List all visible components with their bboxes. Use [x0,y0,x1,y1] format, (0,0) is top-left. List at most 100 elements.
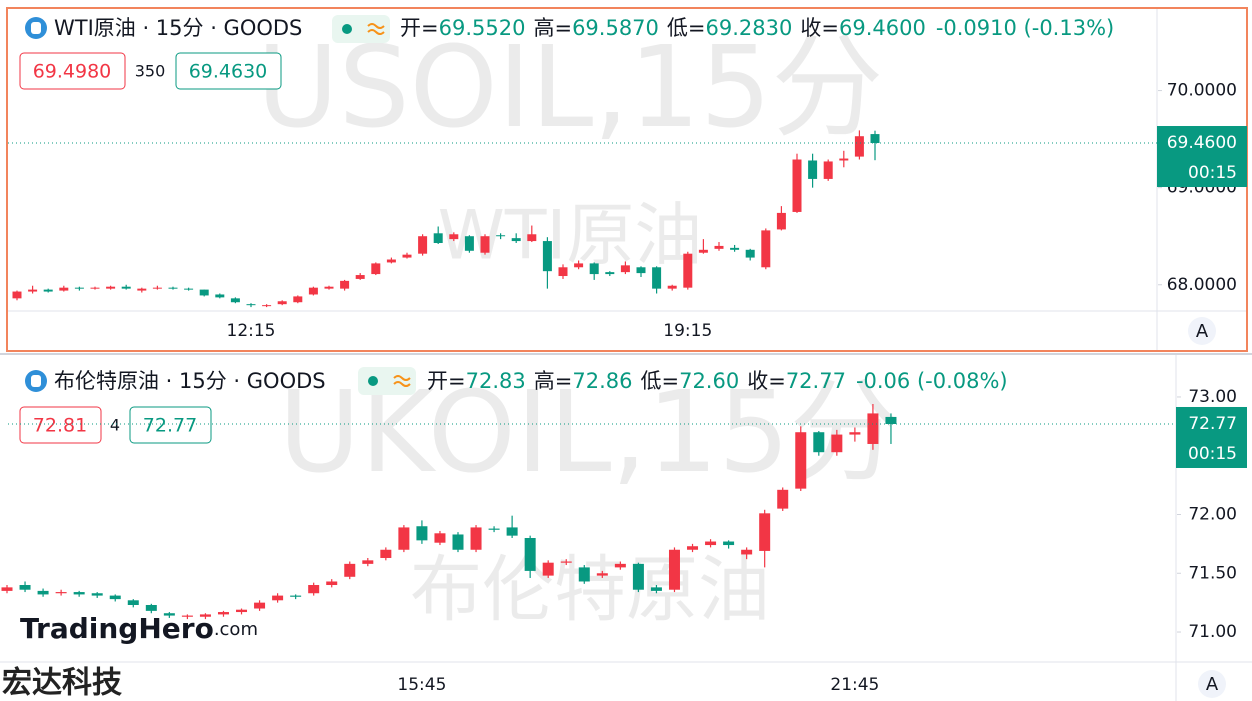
candle-body [127,600,139,605]
candle-body [741,549,753,555]
auto-button[interactable]: A [1196,321,1209,342]
candle-body [813,432,825,453]
candle-body [614,563,626,568]
candle-body [831,434,843,453]
candle-body [560,561,572,563]
status-pill[interactable] [358,367,416,395]
ask-box[interactable] [175,52,282,90]
auto-button-bg[interactable] [1198,670,1226,698]
candle-body [761,230,771,268]
candle-body [668,549,680,590]
candle-body [272,595,284,601]
candle-body [714,245,724,249]
candle-body [1,587,13,591]
candle-body [90,287,100,289]
candle-body [496,235,506,237]
candle-body [230,298,240,303]
candle-body [777,489,789,509]
candle-body [109,595,121,600]
candle-body [121,286,131,289]
candle-body [184,288,194,290]
ohlc-value: 69.2830 [706,16,793,40]
candle-body [542,562,554,576]
ohlc-label: 低= [667,16,706,40]
candle-body [246,304,256,306]
ohlc-label: 开= [400,16,439,40]
candle-body [650,587,662,591]
candle-body [324,286,334,289]
candle-body [870,134,880,144]
candle-body [152,287,162,289]
candle-body [452,534,464,550]
candle-body [217,612,229,615]
bid-box[interactable] [19,406,102,444]
candle-body [795,432,807,489]
candle-body [236,609,248,613]
candle-body [839,158,849,161]
logo: TradingHero.com [20,612,258,645]
auto-button-bg[interactable] [1188,317,1216,345]
candle-body [199,289,209,296]
status-pill[interactable] [332,15,390,43]
candle-body [290,595,302,597]
symbol-title: 布伦特原油 · 15分 · GOODS [54,369,326,393]
candle-body [91,593,103,596]
candle-body [12,291,22,299]
logo-suffix: .com [214,619,258,640]
candle-body [542,241,552,272]
candle-body [59,287,69,291]
candle-body [254,602,266,609]
candle-body [371,263,381,275]
candle-body [511,238,521,242]
candle-body [480,236,490,253]
x-tick-label: 19:15 [663,321,712,341]
x-tick-label: 15:45 [397,675,446,695]
candle-body [106,286,116,289]
candle-body [386,259,396,263]
ohlc-value: 69.4600 [839,16,926,40]
candle-body [37,590,49,595]
candle-body [181,615,193,617]
watermark-name: WTI原油 [438,197,703,276]
candle-body [849,432,861,435]
candle-body [808,160,818,179]
candle-body [215,294,225,298]
candle-body [596,573,608,576]
candle-body [434,533,446,543]
candle-body [705,541,717,546]
status-wave [393,375,411,387]
auto-button[interactable]: A [1206,674,1219,695]
spread: 4 [110,416,120,435]
ask: 69.4630 [189,61,268,83]
y-tick-label: 72.00 [1188,504,1237,524]
price-label-box [1157,126,1247,188]
candle-body [527,234,537,242]
candle-body [687,546,699,550]
y-tick-label: 71.50 [1188,563,1237,583]
candle-body [683,253,693,288]
candle-body [449,234,459,240]
candle-body [667,285,677,289]
price-label: 69.4600 [1167,133,1237,153]
watermark-name: 布伦特原油 [410,548,770,632]
candle-body [355,275,365,279]
candle-body [163,613,175,616]
candle-body [632,563,644,590]
candle-body [506,527,518,536]
candle-body [308,585,320,594]
candle-body [402,254,412,258]
bid-box[interactable] [19,52,126,90]
candle-body [574,263,584,268]
candle-body [792,159,802,212]
candle-body [652,267,662,289]
ask-box[interactable] [129,406,212,444]
candle-body [19,585,31,590]
candle-body [277,301,287,305]
x-tick-label: 21:45 [830,675,879,695]
candle-body [433,233,443,244]
ohlc-label: 高= [533,16,572,40]
ohlc-value: 72.60 [679,369,739,393]
bid: 69.4980 [33,61,112,83]
ohlc-value: 72.77 [786,369,846,393]
